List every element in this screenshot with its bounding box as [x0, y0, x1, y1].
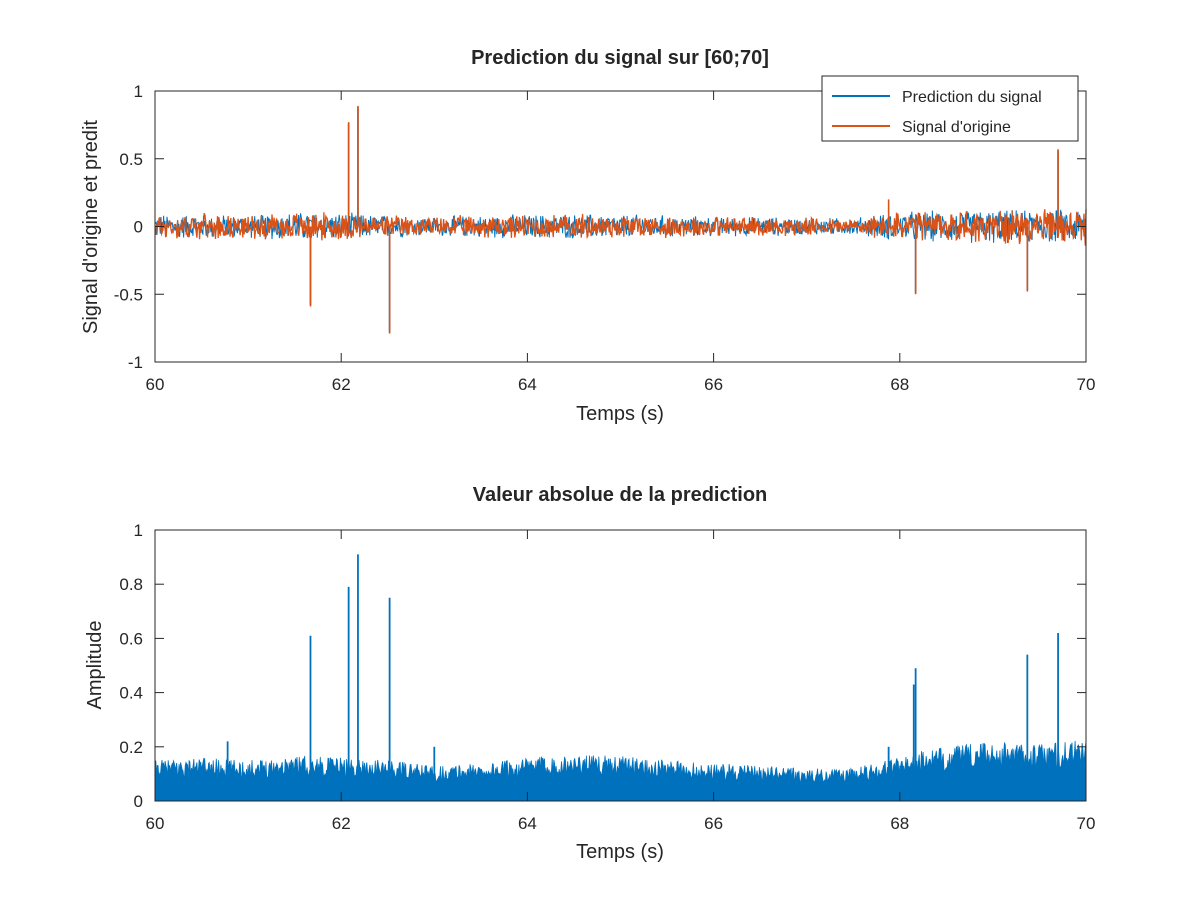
top-xtick-label: 66	[704, 375, 723, 394]
bottom-plot-area	[155, 530, 1086, 801]
bottom-ytick-label: 0.6	[119, 629, 143, 648]
top-y-axis-label: Signal d'origine et predit	[80, 120, 102, 334]
top-ticks: 60 62 64 66 68 70 -1 -0.5 0 0.5 1	[114, 82, 1096, 394]
bottom-data-layer	[154, 554, 1087, 802]
top-xtick-label: 64	[518, 375, 537, 394]
bottom-chart-title: Valeur absolue de la prediction	[473, 484, 768, 506]
bottom-ytick-label: 0	[134, 792, 143, 811]
top-ytick-label: -0.5	[114, 285, 143, 304]
bottom-xtick-label: 60	[146, 814, 165, 833]
bottom-y-axis-label: Amplitude	[84, 621, 106, 710]
top-x-axis-label: Temps (s)	[576, 403, 664, 425]
legend: Prediction du signal Signal d'origine	[821, 75, 1079, 142]
top-xtick-label: 62	[332, 375, 351, 394]
bottom-axes-box	[154, 529, 1087, 802]
top-ytick-label: 1	[134, 82, 143, 101]
bottom-ytick-label: 0.4	[119, 684, 143, 703]
bottom-xtick-label: 62	[332, 814, 351, 833]
top-data-layer	[154, 105, 1087, 334]
bottom-xtick-label: 66	[704, 814, 723, 833]
top-xtick-label: 60	[146, 375, 165, 394]
bottom-xtick-label: 70	[1077, 814, 1096, 833]
bottom-x-axis-label: Temps (s)	[576, 841, 664, 863]
bottom-xtick-label: 64	[518, 814, 537, 833]
legend-box	[821, 75, 1079, 142]
bottom-ytick-label: 0.8	[119, 575, 143, 594]
top-ytick-label: -1	[128, 353, 143, 372]
bottom-xtick-label: 68	[890, 814, 909, 833]
legend-label-original: Signal d'origine	[902, 119, 1011, 136]
top-ytick-label: 0.5	[119, 150, 143, 169]
bottom-ticks: 60 62 64 66 68 70 0 0.2 0.4 0.6 0.8 1	[119, 521, 1095, 833]
top-xtick-label: 70	[1077, 375, 1096, 394]
legend-label-prediction: Prediction du signal	[902, 89, 1042, 106]
prediction-noise-line	[154, 209, 1087, 243]
top-chart-title: Prediction du signal sur [60;70]	[471, 47, 769, 69]
bottom-axes: Valeur absolue de la prediction 60 62 64 66…	[84, 484, 1095, 863]
top-xtick-label: 68	[890, 375, 909, 394]
bottom-ytick-label: 0.2	[119, 738, 143, 757]
top-ytick-label: 0	[134, 218, 143, 237]
top-axes-box	[154, 90, 1087, 363]
bottom-ytick-label: 1	[134, 521, 143, 540]
top-axes: Prediction du signal sur [60;70] 60 62 64 6…	[80, 47, 1095, 425]
